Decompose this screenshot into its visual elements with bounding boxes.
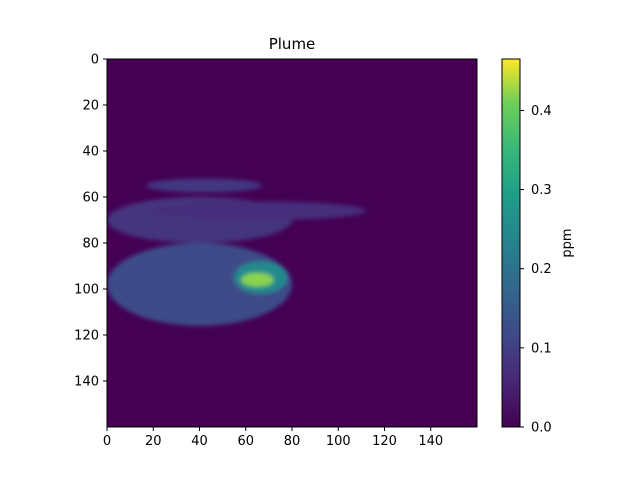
colorbar (501, 58, 521, 428)
x-tick-label: 100 (326, 434, 351, 449)
x-axis: 0 20 40 60 80 100 120 140 (103, 427, 443, 449)
x-tick-label: 80 (284, 434, 301, 449)
x-tick-label: 60 (237, 434, 254, 449)
plume-region-3 (153, 201, 366, 220)
colorbar-tick-label: 0.0 (531, 421, 552, 436)
plume-region-5 (241, 272, 274, 287)
x-tick-label: 120 (372, 434, 397, 449)
y-tick-label: 0 (91, 53, 99, 68)
y-tick-label: 100 (74, 283, 99, 298)
colorbar-tick-label: 0.2 (531, 262, 552, 277)
colorbar-axis: 0.0 0.1 0.2 0.3 0.4 (520, 104, 552, 436)
colorbar-tick-label: 0.4 (531, 104, 552, 119)
plume-field (107, 178, 366, 326)
y-tick-label: 80 (82, 237, 99, 252)
x-tick-label: 0 (103, 434, 111, 449)
colorbar-tick-label: 0.1 (531, 341, 552, 356)
plume-region-2 (146, 178, 262, 193)
y-tick-label: 20 (82, 99, 99, 114)
plot-area (107, 59, 477, 427)
y-tick-label: 60 (82, 191, 99, 206)
chart-title: Plume (269, 35, 316, 53)
heatmap-background (107, 59, 477, 427)
colorbar-tick-label: 0.3 (531, 183, 552, 198)
plume-region-0 (107, 243, 292, 326)
y-tick-label: 40 (82, 145, 99, 160)
x-tick-label: 20 (145, 434, 162, 449)
y-tick-label: 140 (74, 375, 99, 390)
y-axis: 0 20 40 60 80 100 120 140 (74, 53, 107, 390)
y-tick-label: 120 (74, 329, 99, 344)
x-tick-label: 40 (191, 434, 208, 449)
x-tick-label: 140 (418, 434, 443, 449)
colorbar-label: ppm (560, 228, 575, 257)
